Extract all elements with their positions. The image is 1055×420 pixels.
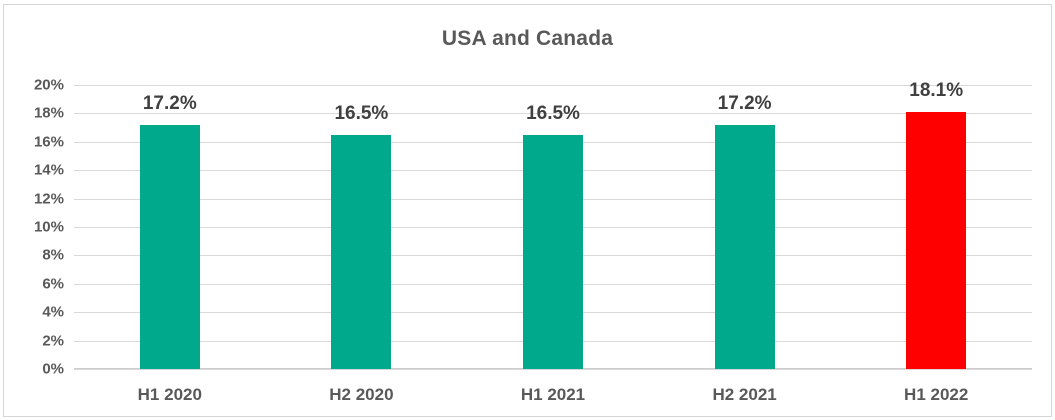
y-tick-label: 2% xyxy=(42,332,64,350)
x-category-label: H1 2022 xyxy=(904,385,969,404)
y-tick-label: 20% xyxy=(33,76,64,94)
bar-data-label: 16.5% xyxy=(334,102,389,124)
y-tick-label: 18% xyxy=(33,104,64,122)
bar-h1-2020 xyxy=(139,124,200,369)
x-category-label: H2 2020 xyxy=(329,385,394,404)
y-tick-label: 0% xyxy=(42,360,64,378)
bar-data-label: 16.5% xyxy=(526,102,580,124)
y-tick-label: 10% xyxy=(33,218,64,236)
gridline xyxy=(74,369,1032,370)
y-tick-label: 16% xyxy=(33,133,64,151)
gridline xyxy=(74,113,1032,115)
bar-data-label: 18.1% xyxy=(909,79,964,101)
y-tick-label: 8% xyxy=(42,246,64,264)
chart-frame: USA and Canada 0% 2% 4% 6% 8% 10% 12% 14% 16% 18%… xyxy=(3,4,1052,417)
y-tick-label: 4% xyxy=(42,303,64,321)
gridline xyxy=(74,85,1032,86)
x-category-label: H1 2021 xyxy=(520,385,586,404)
y-tick-label: 6% xyxy=(42,275,64,293)
plot-area: 0% 2% 4% 6% 8% 10% 12% 14% 16% 18% 20% 17.2% H1 2020… xyxy=(34,77,1032,404)
bar-h1-2022 xyxy=(906,111,967,369)
bar-data-label: 17.2% xyxy=(142,92,197,114)
chart-title: USA and Canada xyxy=(441,27,614,50)
x-category-label: H2 2021 xyxy=(712,385,777,404)
x-category-label: H1 2020 xyxy=(137,385,202,404)
bar-h1-2021 xyxy=(523,134,583,369)
y-tick-label: 14% xyxy=(33,161,64,179)
bar-h2-2020 xyxy=(331,134,392,369)
bar-data-label: 17.2% xyxy=(717,92,772,114)
bar-h2-2021 xyxy=(714,124,775,369)
y-tick-label: 12% xyxy=(33,190,64,208)
